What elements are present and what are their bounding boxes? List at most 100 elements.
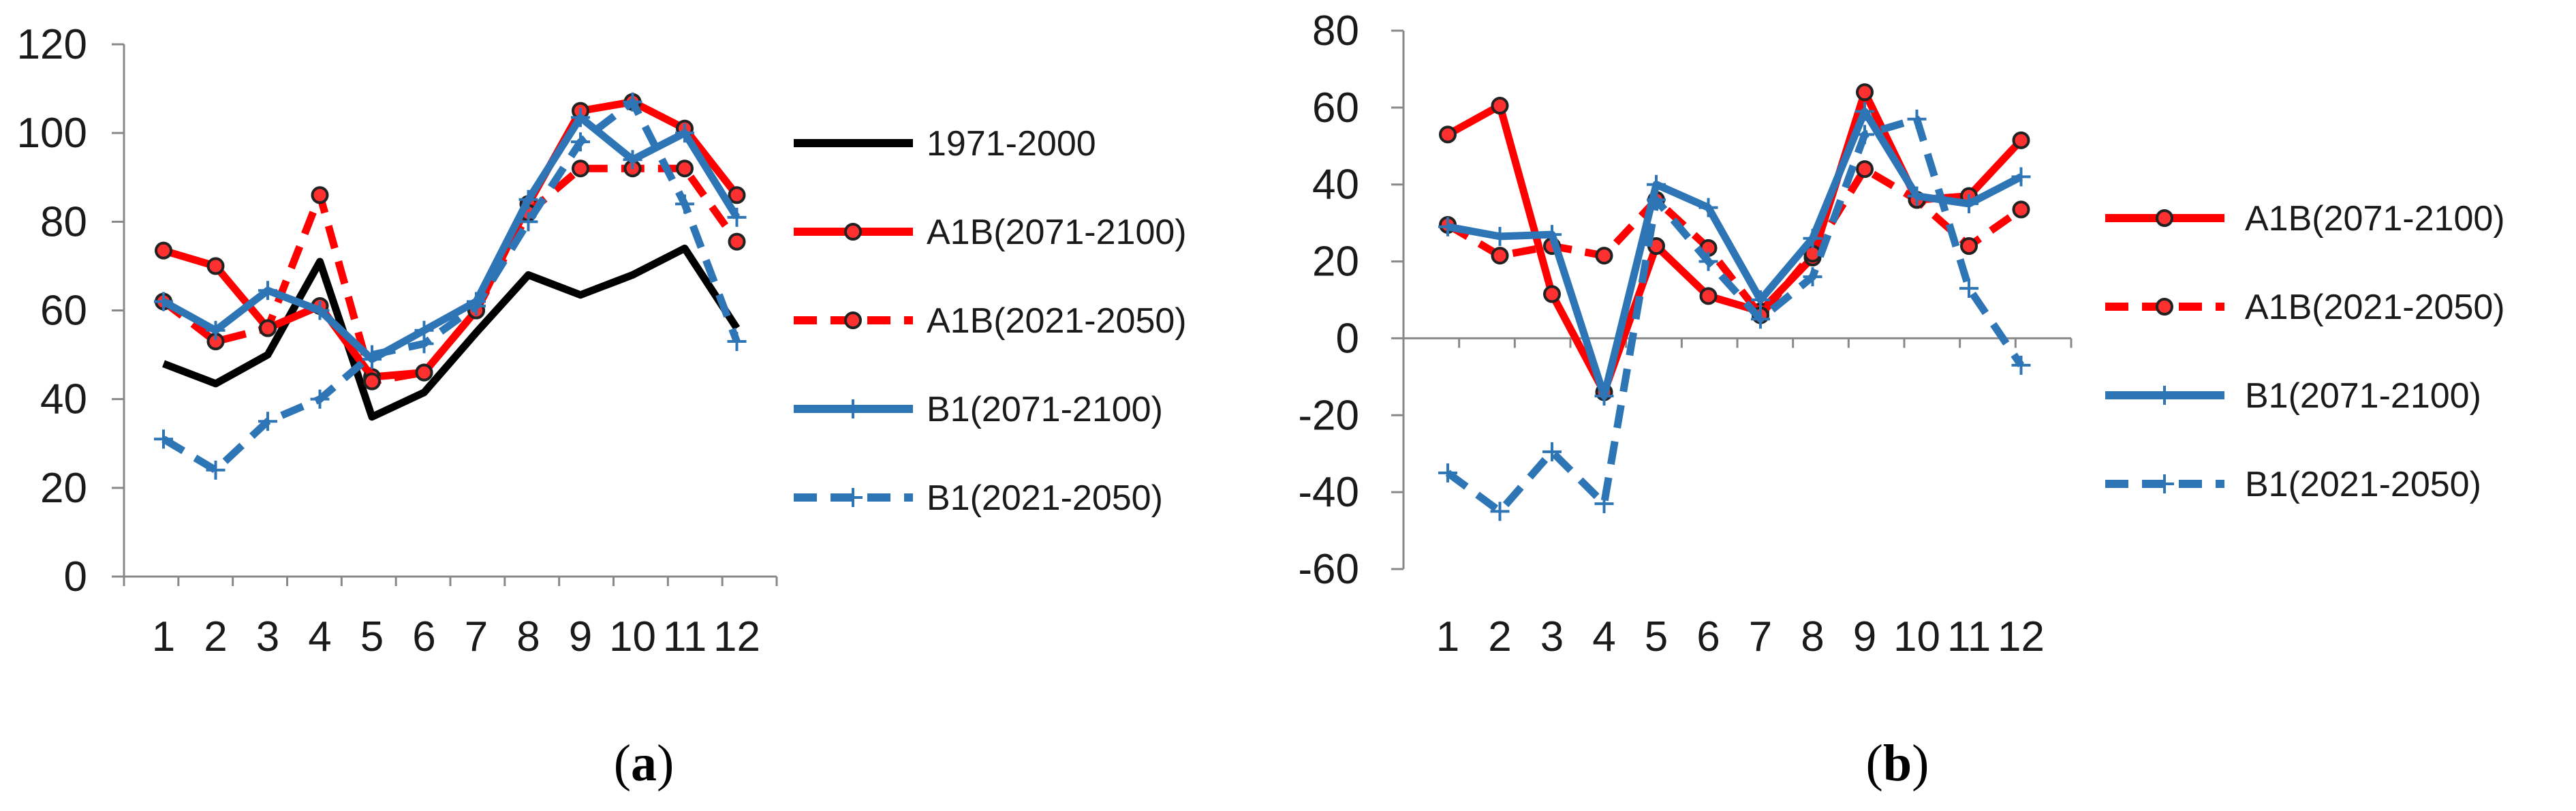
data-point xyxy=(728,186,746,204)
data-point xyxy=(1543,285,1561,303)
y-tick-label: -20 xyxy=(1298,392,1359,439)
x-tick-label: 6 xyxy=(412,613,435,660)
y-tick-label: 60 xyxy=(1312,85,1359,132)
data-point xyxy=(1491,97,1509,115)
x-tick-label: 12 xyxy=(713,613,760,660)
x-tick-label: 3 xyxy=(1540,613,1564,660)
panel-label: (b) xyxy=(1866,735,1929,792)
data-point xyxy=(1542,225,1562,245)
data-point xyxy=(1542,442,1562,461)
data-point xyxy=(414,334,434,354)
data-point xyxy=(310,389,330,409)
y-tick-label: 80 xyxy=(1312,7,1359,55)
series-line-A1B(2071-2100) xyxy=(162,98,740,381)
data-point xyxy=(1595,247,1613,265)
x-tick-label: 5 xyxy=(360,613,384,660)
x-tick-label: 4 xyxy=(308,613,331,660)
x-tick-label: 10 xyxy=(1893,613,1940,660)
data-point xyxy=(2011,167,2031,187)
y-tick-label: 40 xyxy=(1312,162,1359,209)
x-tick-label: 11 xyxy=(1947,613,1991,660)
legend-label: B1(2071-2100) xyxy=(2245,376,2481,416)
x-tick-label: 5 xyxy=(1645,613,1668,660)
data-point xyxy=(572,159,589,178)
data-point xyxy=(362,345,382,365)
data-point xyxy=(728,232,746,251)
data-point xyxy=(1439,125,1457,144)
data-point xyxy=(1647,190,1666,210)
x-tick-label: 7 xyxy=(1749,613,1772,660)
legend-marker xyxy=(844,311,862,329)
x-tick-label: 9 xyxy=(569,613,592,660)
data-point xyxy=(1594,494,1614,514)
panel-label-letter: a xyxy=(631,735,657,792)
data-point xyxy=(1855,125,1874,144)
data-point xyxy=(1959,194,1978,213)
legend-marker xyxy=(844,223,862,241)
x-tick-label: 6 xyxy=(1696,613,1720,660)
panel-label-close-paren: ) xyxy=(1912,735,1929,792)
data-point xyxy=(1698,251,1718,271)
data-point xyxy=(676,159,694,178)
data-point xyxy=(1803,267,1822,287)
series-line-B1(2021-2050) xyxy=(1445,115,2025,515)
x-tick-label: 8 xyxy=(516,613,540,660)
data-point xyxy=(258,281,277,301)
data-point xyxy=(1438,463,1457,483)
data-point xyxy=(467,296,486,316)
data-point xyxy=(675,194,694,214)
data-point xyxy=(259,319,277,337)
legend-marker xyxy=(2156,298,2173,316)
data-point xyxy=(258,412,277,431)
y-tick-label: 60 xyxy=(40,288,87,335)
series-line-1971-2000 xyxy=(162,244,741,421)
data-point xyxy=(623,92,642,112)
legend-label: A1B(2021-2050) xyxy=(927,301,1187,341)
y-tick-label: 80 xyxy=(40,198,87,245)
x-tick-label: 12 xyxy=(1998,613,2045,660)
y-tick-label: -60 xyxy=(1298,546,1359,593)
series-line-B1(2021-2050) xyxy=(161,98,741,474)
data-point xyxy=(623,150,642,170)
data-point xyxy=(206,320,226,340)
data-point xyxy=(727,207,747,227)
y-tick-label: 100 xyxy=(17,110,87,157)
legend-label: B1(2071-2100) xyxy=(927,390,1163,429)
legend-label: A1B(2021-2050) xyxy=(2245,288,2505,327)
data-point xyxy=(1594,386,1614,406)
y-tick-label: 120 xyxy=(17,21,87,68)
x-tick-label: 2 xyxy=(1488,613,1511,660)
data-point xyxy=(363,372,381,391)
series-line-A1B(2021-2050) xyxy=(161,164,740,386)
panel-label: (a) xyxy=(614,735,674,792)
y-tick-label: 0 xyxy=(64,553,87,600)
y-tick-label: -40 xyxy=(1298,469,1359,516)
data-point xyxy=(1751,290,1770,309)
panel-label-close-paren: ) xyxy=(657,735,674,792)
data-point xyxy=(1491,247,1509,265)
x-tick-label: 1 xyxy=(1436,613,1459,660)
y-tick-label: 20 xyxy=(40,465,87,512)
data-point xyxy=(1960,237,1978,255)
x-tick-label: 3 xyxy=(256,613,279,660)
series-line-B1(2071-2100) xyxy=(1447,108,2023,400)
data-point xyxy=(1959,279,1978,299)
data-point xyxy=(1699,287,1718,305)
data-point xyxy=(1490,502,1510,521)
legend-label: A1B(2071-2100) xyxy=(2245,199,2505,239)
data-point xyxy=(1438,217,1457,236)
x-tick-label: 2 xyxy=(204,613,227,660)
series-line-B1(2071-2100) xyxy=(161,113,741,363)
data-point xyxy=(2011,355,2031,375)
data-point xyxy=(518,212,538,232)
panel-label-letter: b xyxy=(1883,735,1912,792)
data-point xyxy=(155,241,172,260)
x-tick-label: 10 xyxy=(609,613,656,660)
x-tick-label: 8 xyxy=(1801,613,1824,660)
legend-label: B1(2021-2050) xyxy=(927,478,1163,518)
data-point xyxy=(1698,198,1718,217)
y-tick-label: 40 xyxy=(40,376,87,423)
